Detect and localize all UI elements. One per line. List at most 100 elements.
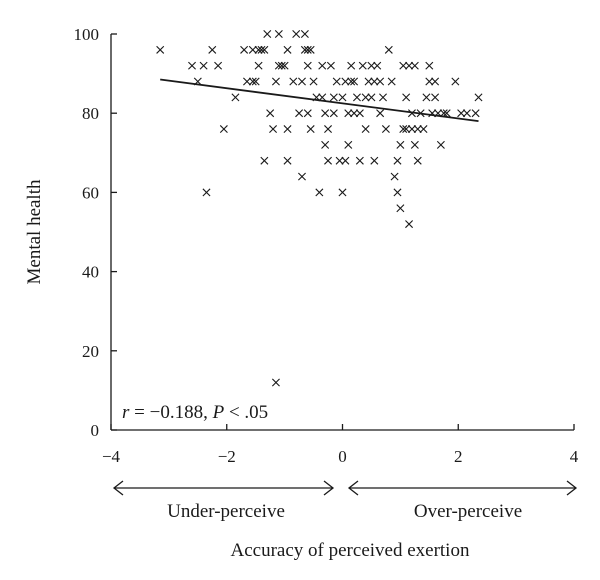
data-point: [431, 77, 440, 86]
data-point: [413, 156, 422, 165]
axes: [110, 34, 574, 431]
data-point: [254, 61, 263, 70]
data-point: [202, 188, 211, 197]
data-point: [297, 77, 306, 86]
data-point: [393, 156, 402, 165]
y-tick-label: 100: [74, 25, 100, 44]
data-point: [396, 140, 405, 149]
under-perceive-arrowhead: [112, 480, 124, 496]
data-point: [474, 93, 483, 102]
data-point: [361, 125, 370, 134]
data-point: [410, 61, 419, 70]
data-point: [254, 45, 263, 54]
data-point: [399, 61, 408, 70]
data-point: [407, 125, 416, 134]
correlation-annotation: r = −0.188, P < .05: [122, 402, 268, 423]
data-point: [399, 125, 408, 134]
data-point: [240, 45, 249, 54]
y-tick-label: 0: [91, 421, 100, 440]
under-perceive-arrowhead-right: [323, 480, 335, 496]
data-point: [283, 45, 292, 54]
trend-line: [160, 78, 479, 123]
data-point: [248, 77, 257, 86]
data-point: [214, 61, 223, 70]
data-point: [376, 77, 385, 86]
data-point: [324, 125, 333, 134]
data-point: [373, 61, 382, 70]
data-point: [289, 77, 298, 86]
r-symbol: r: [122, 402, 130, 423]
data-point: [292, 30, 301, 38]
data-point: [381, 125, 390, 134]
y-axis-title: Mental health: [24, 179, 45, 284]
data-point: [326, 61, 335, 70]
data-point: [436, 140, 445, 149]
y-tick-label: 60: [82, 183, 99, 202]
data-point: [367, 93, 376, 102]
data-point: [266, 109, 275, 118]
x-tick-label: −4: [102, 447, 121, 466]
x-axis-title: Accuracy of perceived exertion: [231, 540, 470, 561]
x-ticks: −4 −2 0 2 4: [102, 424, 579, 466]
data-point: [300, 30, 309, 38]
data-point: [219, 125, 228, 134]
data-point: [309, 77, 318, 86]
data-point: [347, 61, 356, 70]
data-point: [355, 109, 364, 118]
data-point: [402, 93, 411, 102]
data-point: [442, 109, 451, 118]
data-point: [263, 30, 272, 38]
data-point: [390, 172, 399, 181]
data-point: [344, 109, 353, 118]
data-point: [315, 188, 324, 197]
data-point: [405, 61, 414, 70]
over-perceive-arrowhead-left: [347, 480, 359, 496]
data-point: [425, 61, 434, 70]
data-point: [300, 45, 309, 54]
data-point: [358, 61, 367, 70]
data-point: [260, 45, 269, 54]
p-symbol: P: [212, 402, 225, 423]
x-tick-label: 0: [338, 447, 347, 466]
direction-arrows: [112, 480, 578, 496]
data-point: [277, 61, 286, 70]
data-point: [384, 45, 393, 54]
data-point: [251, 77, 260, 86]
data-point: [355, 156, 364, 165]
x-tick-label: 2: [454, 447, 463, 466]
data-point: [422, 93, 431, 102]
x-tick-label: 4: [570, 447, 579, 466]
data-point: [431, 93, 440, 102]
data-point: [274, 61, 283, 70]
data-point: [405, 220, 414, 229]
data-point: [260, 156, 269, 165]
data-point: [347, 77, 356, 86]
data-point: [451, 77, 460, 86]
data-point: [318, 61, 327, 70]
data-point: [462, 109, 471, 118]
data-point: [329, 109, 338, 118]
data-point: [321, 140, 330, 149]
data-point: [402, 125, 411, 134]
data-point: [341, 156, 350, 165]
x-tick-label: −2: [218, 447, 236, 466]
data-point: [370, 77, 379, 86]
data-point: [471, 109, 480, 118]
data-point: [338, 188, 347, 197]
y-tick-label: 80: [82, 104, 99, 123]
under-perceive-label: Under-perceive: [167, 501, 285, 522]
data-point: [367, 61, 376, 70]
data-point: [303, 61, 312, 70]
data-point: [376, 109, 385, 118]
data-point: [208, 45, 217, 54]
data-point: [364, 77, 373, 86]
data-point: [419, 125, 428, 134]
data-point: [338, 93, 347, 102]
data-point: [271, 378, 280, 387]
data-point: [280, 61, 289, 70]
data-point: [341, 77, 350, 86]
data-point: [188, 61, 197, 70]
data-point: [257, 45, 266, 54]
data-point: [303, 45, 312, 54]
data-point: [329, 93, 338, 102]
